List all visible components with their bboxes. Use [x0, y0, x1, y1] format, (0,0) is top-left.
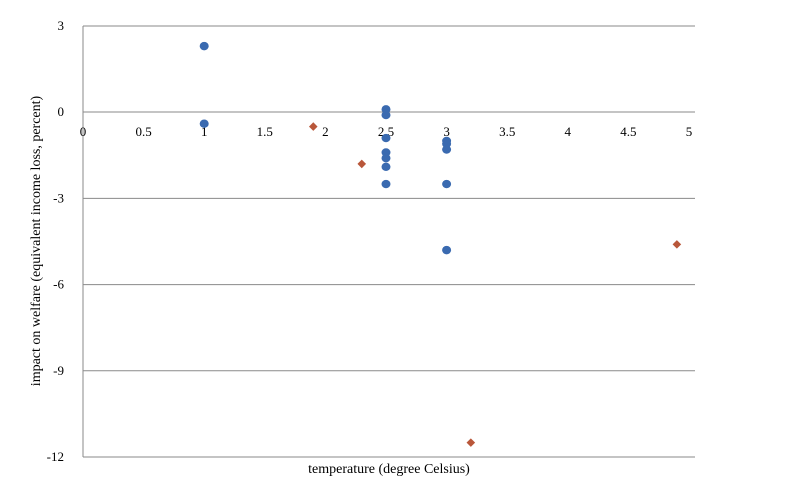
x-tick-labels: 0 0.5 1 1.5 2 2.5 3 3.5 4 4.5 5: [80, 124, 693, 139]
y-tick-label: -9: [53, 363, 64, 378]
x-tick-label: 4.5: [620, 124, 636, 139]
data-point-diamond: [357, 159, 367, 169]
data-point-diamond: [466, 438, 476, 447]
data-point-circle: [381, 105, 391, 114]
data-point-circle: [381, 133, 391, 143]
data-point-circle: [381, 110, 391, 120]
x-tick-label: 5: [686, 124, 693, 139]
x-tick-label: 1.5: [257, 124, 273, 139]
y-axis-title: impact on welfare (equivalent income los…: [29, 95, 44, 386]
x-tick-label: 2.5: [378, 124, 394, 139]
y-tick-label: -12: [47, 449, 64, 464]
data-points: [199, 41, 682, 447]
data-point-circle: [442, 245, 452, 255]
x-tick-label: 0.5: [135, 124, 151, 139]
grid-lines: [83, 25, 695, 458]
y-tick-label: -3: [53, 190, 64, 205]
data-point-circle: [442, 145, 452, 154]
y-tick-label: 3: [58, 18, 65, 33]
x-tick-label: 4: [565, 124, 572, 139]
data-point-circle: [442, 139, 452, 149]
y-tick-labels: 3 0 -3 -6 -9 -12: [47, 18, 65, 464]
y-tick-label: -6: [53, 277, 64, 292]
data-point-circle: [381, 179, 391, 189]
x-tick-label: 2: [322, 124, 329, 139]
x-tick-label: 3.5: [499, 124, 515, 139]
data-point-circle: [442, 179, 452, 189]
data-point-diamond: [308, 122, 318, 131]
data-point-circle: [381, 162, 391, 171]
data-point-circle: [381, 148, 391, 157]
x-tick-label: 1: [201, 124, 208, 139]
x-tick-label: 3: [443, 124, 450, 139]
data-point-circle: [199, 41, 209, 51]
y-tick-label: 0: [58, 104, 65, 119]
data-point-diamond: [672, 240, 682, 249]
data-point-circle: [381, 153, 391, 163]
plot-area-frame: [82, 26, 695, 457]
x-axis-title: temperature (degree Celsius): [308, 462, 470, 477]
x-tick-label: 0: [80, 124, 87, 139]
data-point-circle: [199, 119, 209, 128]
